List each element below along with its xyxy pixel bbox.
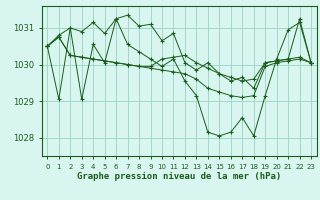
X-axis label: Graphe pression niveau de la mer (hPa): Graphe pression niveau de la mer (hPa) — [77, 172, 281, 181]
